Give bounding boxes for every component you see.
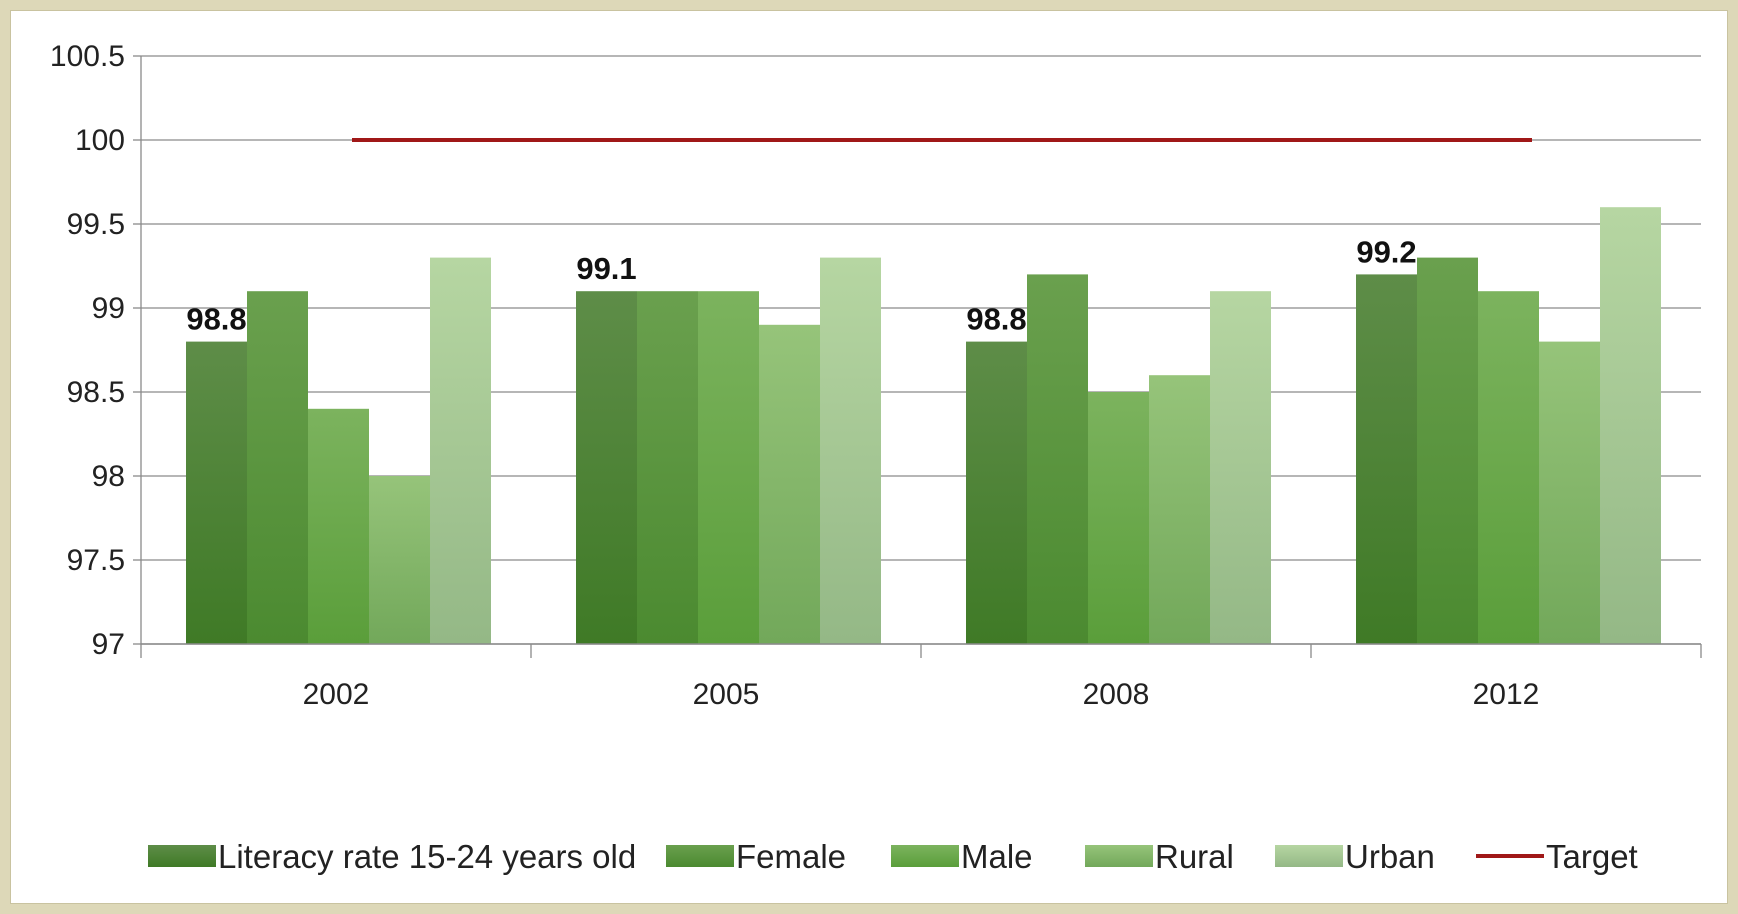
bars: [186, 207, 1661, 644]
bar-male-2005: [698, 291, 759, 644]
y-tick-label: 97.5: [67, 544, 125, 577]
legend-item-literacy-rate-15-24-years-old: Literacy rate 15-24 years old: [148, 838, 636, 875]
bar-rural-2005: [759, 324, 820, 644]
y-tick-label: 98: [92, 460, 125, 493]
legend-swatch: [148, 845, 216, 867]
bar-rural-2012: [1539, 341, 1600, 644]
legend-swatch: [1085, 845, 1153, 867]
legend-swatch: [891, 845, 959, 867]
chart-frame: 97 97.5 98 98.5 99 99.5 100 100.5 2002 2005 2008 2…: [10, 10, 1728, 904]
bar-rural-2008: [1149, 375, 1210, 644]
bar-female-2008: [1027, 274, 1088, 644]
bar-urban-2008: [1210, 291, 1271, 644]
y-tick-label: 100.5: [50, 40, 125, 73]
legend-label: Rural: [1155, 838, 1234, 875]
x-tick-label: 2008: [1083, 678, 1150, 711]
legend-item-urban: Urban: [1275, 838, 1435, 875]
bar-urban-2012: [1600, 207, 1661, 644]
legend-label: Target: [1546, 838, 1638, 875]
legend-label: Literacy rate 15-24 years old: [218, 838, 636, 875]
bar-male-2008: [1088, 392, 1149, 644]
bar-rural-2002: [369, 476, 430, 644]
bar-urban-2002: [430, 257, 491, 644]
bar-literacy-rate-15-24-years-old-2012: [1356, 274, 1417, 644]
y-tick-label: 99: [92, 292, 125, 325]
bar-female-2002: [247, 291, 308, 644]
bar-literacy-rate-15-24-years-old-2005: [576, 291, 637, 644]
y-tick-label: 97: [92, 628, 125, 661]
legend-swatch: [1275, 845, 1343, 867]
bar-urban-2005: [820, 257, 881, 644]
x-tick-label: 2012: [1473, 678, 1540, 711]
y-axis-tick-labels: 97 97.5 98 98.5 99 99.5 100 100.5: [50, 40, 125, 661]
y-tick-label: 100: [75, 124, 125, 157]
x-axis-tick-labels: 2002 2005 2008 2012: [303, 678, 1540, 711]
data-label: 98.8: [966, 302, 1026, 337]
bar-literacy-rate-15-24-years-old-2002: [186, 341, 247, 644]
legend-swatch: [666, 845, 734, 867]
legend-label: Female: [736, 838, 846, 875]
data-label: 98.8: [186, 302, 246, 337]
x-tick-label: 2002: [303, 678, 370, 711]
legend: Literacy rate 15-24 years old Female Male R…: [148, 838, 1638, 875]
bar-male-2012: [1478, 291, 1539, 644]
y-tick-label: 98.5: [67, 376, 125, 409]
data-label: 99.2: [1356, 234, 1416, 269]
legend-item-target: Target: [1476, 838, 1638, 875]
legend-item-male: Male: [891, 838, 1033, 875]
data-label: 99.1: [576, 251, 636, 286]
data-labels: 98.8 99.1 98.8 99.2: [186, 234, 1416, 336]
bar-female-2012: [1417, 257, 1478, 644]
bar-male-2002: [308, 408, 369, 644]
x-axis: [140, 56, 1702, 658]
legend-item-rural: Rural: [1085, 838, 1234, 875]
legend-label: Urban: [1345, 838, 1435, 875]
legend-label: Male: [961, 838, 1033, 875]
y-tick-label: 99.5: [67, 208, 125, 241]
bar-female-2005: [637, 291, 698, 644]
bar-literacy-rate-15-24-years-old-2008: [966, 341, 1027, 644]
x-tick-label: 2005: [693, 678, 760, 711]
legend-item-female: Female: [666, 838, 846, 875]
